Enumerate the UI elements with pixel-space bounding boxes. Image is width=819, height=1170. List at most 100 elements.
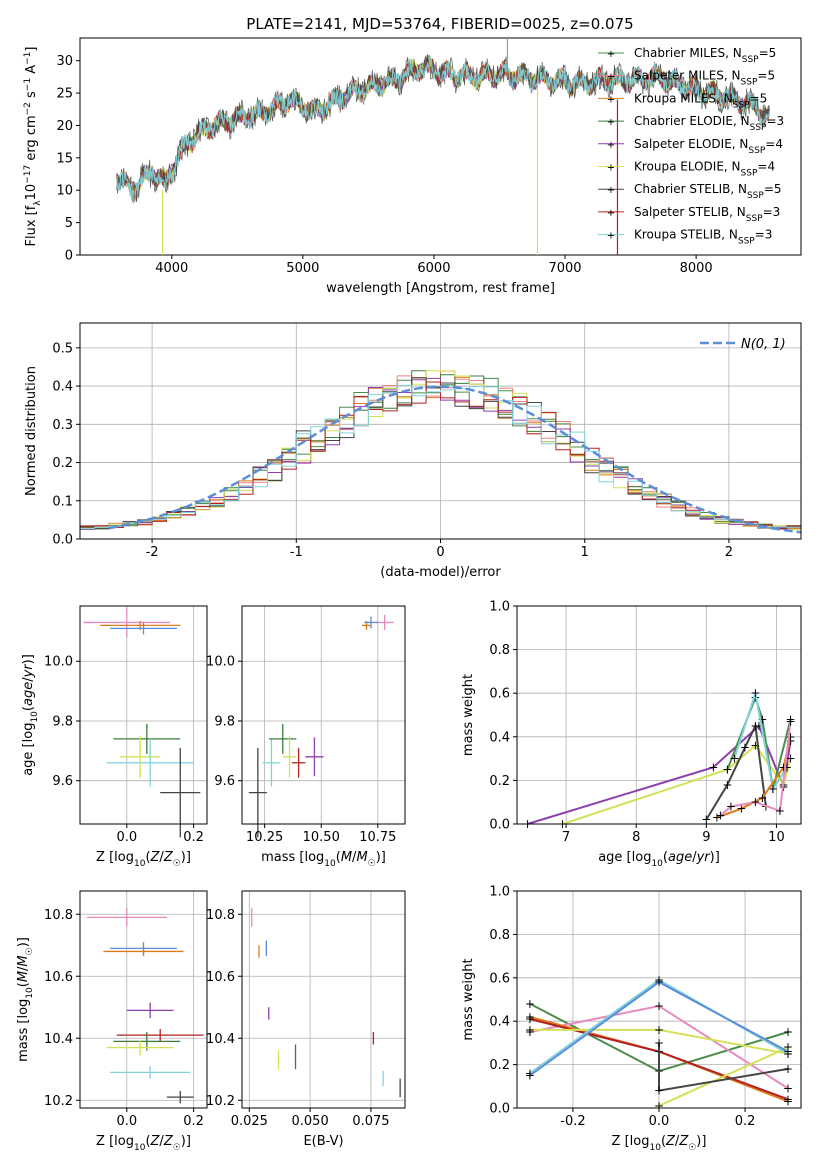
legend-text-part: SSP xyxy=(741,169,758,179)
label-part: −1 xyxy=(23,52,33,65)
legend-text-part: SSP xyxy=(746,214,763,224)
weight-marker: + xyxy=(729,752,739,766)
x-tick-label: 0.2 xyxy=(735,1114,756,1129)
label-part: ( xyxy=(663,850,668,865)
y-tick-label: 10.4 xyxy=(206,1032,235,1047)
label-part: Z xyxy=(665,1134,676,1149)
legend-marker: + xyxy=(607,140,615,151)
legend-entry: Chabrier ELODIE, NSSP=3 xyxy=(634,114,784,133)
label-part: / xyxy=(21,677,36,682)
data-point xyxy=(166,1090,194,1104)
x-tick-label: 10.75 xyxy=(359,830,396,845)
legend-entry: Chabrier STELIB, NSSP=5 xyxy=(634,182,782,201)
label-part: E(B-V) xyxy=(303,1134,343,1149)
data-point xyxy=(113,723,181,754)
x-axis-label: Z [log10(Z/Z☉)] xyxy=(96,850,191,869)
label-part: Z [log xyxy=(96,1134,134,1149)
y-tick-label: 5 xyxy=(65,216,73,231)
legend-text-part: SSP xyxy=(741,78,758,88)
label-part: / xyxy=(352,850,357,865)
label-part: / xyxy=(675,1134,680,1149)
label-part: 10 xyxy=(324,859,336,869)
legend-text-part: =5 xyxy=(759,46,777,60)
weight-marker: + xyxy=(782,760,792,774)
label-part: −17 xyxy=(23,165,33,184)
weight-marker: + xyxy=(654,973,664,987)
y-tick-label: 0.8 xyxy=(489,928,510,943)
label-part: )] xyxy=(696,1134,706,1149)
y-tick-label: 0.4 xyxy=(489,730,510,745)
weight-marker: + xyxy=(783,1025,793,1039)
axes-frame xyxy=(241,605,406,825)
y-axis-label: Normed distribution xyxy=(24,366,39,496)
y-axis-label: mass weight xyxy=(461,674,476,756)
legend-entry: Salpeter STELIB, NSSP=3 xyxy=(634,205,780,224)
y-tick-label: 0 xyxy=(65,249,73,264)
x-tick-label: 7000 xyxy=(548,261,581,276)
weight-marker: + xyxy=(775,804,785,818)
legend-entry: N(0, 1) xyxy=(741,337,786,352)
label-part: M xyxy=(341,850,352,865)
label-part: mass [log xyxy=(261,850,324,865)
y-tick-label: 0.4 xyxy=(52,380,73,395)
x-tick-label: 10 xyxy=(768,830,785,845)
label-part: 10 xyxy=(30,711,40,723)
weight-marker: + xyxy=(525,1010,535,1024)
legend-text-part: Salpeter STELIB, N xyxy=(634,205,746,219)
legend-text-part: Chabrier STELIB, N xyxy=(634,182,747,196)
weight-marker: + xyxy=(712,810,722,824)
axes-frame xyxy=(79,37,802,256)
legend-text-part: Kroupa ELODIE, N xyxy=(634,160,741,174)
weight-line xyxy=(733,692,788,792)
legend-text-part: =4 xyxy=(757,160,775,174)
y-tick-label: 0.3 xyxy=(52,418,73,433)
legend-text-part: =5 xyxy=(764,182,782,196)
x-tick-label: 0.2 xyxy=(183,1114,204,1129)
legend-marker: + xyxy=(607,163,615,174)
y-tick-label: 9.8 xyxy=(52,714,73,729)
histograms xyxy=(80,370,801,539)
data-point xyxy=(106,1039,174,1056)
label-part: ( xyxy=(661,1134,666,1149)
histogram-kroupa_stelib xyxy=(80,384,801,539)
y-tick-label: 10.0 xyxy=(206,655,235,670)
label-part: λ xyxy=(33,200,43,206)
x-tick-label: 10.25 xyxy=(246,830,283,845)
legend-text-part: SSP xyxy=(750,123,767,133)
axes-frame xyxy=(79,605,208,825)
label-part: ( xyxy=(16,982,31,987)
label-part: age [log xyxy=(598,850,651,865)
weight-line xyxy=(529,980,789,1077)
weight-marker: + xyxy=(778,760,788,774)
legend-text-part: =3 xyxy=(763,205,781,219)
weight-marker: + xyxy=(654,1084,664,1098)
y-tick-label: 15 xyxy=(56,151,73,166)
panel-mass_vs_metallicity: 0.0 0.210.210.410.610.8Z [log10(Z/Z☉)]mas… xyxy=(16,890,208,1153)
weight-line xyxy=(719,721,792,817)
y-tick-label: 1.0 xyxy=(489,885,510,900)
x-tick-label: 1 xyxy=(581,545,589,560)
weight-marker: + xyxy=(750,795,760,809)
label-part: Z xyxy=(150,1134,161,1149)
data-point xyxy=(269,723,297,754)
data-point xyxy=(103,946,184,957)
normal-curve xyxy=(108,385,801,534)
label-part: ☉ xyxy=(173,1143,181,1153)
weight-marker: + xyxy=(768,782,778,796)
label-part: −2 xyxy=(23,102,33,115)
weight-marker: + xyxy=(785,712,795,726)
legend-text-part: Kroupa MILES, N xyxy=(634,91,733,105)
label-part: M xyxy=(16,955,31,966)
label-part: ( xyxy=(145,1134,150,1149)
data-point xyxy=(262,738,281,787)
legend-text-part: Salpeter ELODIE, N xyxy=(634,137,748,151)
y-tick-label: 0.2 xyxy=(489,774,510,789)
x-tick-label: 2 xyxy=(725,545,733,560)
weight-marker: + xyxy=(722,763,732,777)
weight-marker: + xyxy=(783,1062,793,1076)
weight-marker: + xyxy=(736,802,746,816)
legend-text-part: SSP xyxy=(738,237,755,247)
y-tick-label: 9.6 xyxy=(52,774,73,789)
